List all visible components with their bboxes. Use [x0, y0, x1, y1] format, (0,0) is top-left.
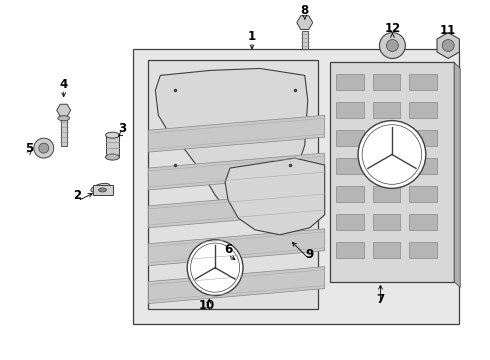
Polygon shape	[454, 62, 460, 288]
Circle shape	[379, 32, 405, 58]
Bar	[61, 118, 67, 146]
Text: 1: 1	[248, 30, 256, 43]
Bar	[372, 186, 400, 202]
Bar	[372, 214, 400, 230]
Bar	[409, 186, 437, 202]
Ellipse shape	[91, 183, 110, 193]
Polygon shape	[133, 49, 459, 324]
Text: 11: 11	[440, 24, 456, 37]
Bar	[409, 130, 437, 146]
Text: 4: 4	[60, 78, 68, 91]
Bar	[336, 75, 364, 90]
Text: 12: 12	[384, 22, 400, 35]
Polygon shape	[148, 60, 318, 310]
Ellipse shape	[58, 116, 70, 121]
Polygon shape	[148, 229, 325, 266]
Bar	[302, 31, 308, 49]
Ellipse shape	[98, 188, 106, 192]
Circle shape	[358, 121, 426, 188]
Bar	[336, 214, 364, 230]
Circle shape	[387, 40, 398, 51]
Bar	[372, 75, 400, 90]
Text: 6: 6	[224, 243, 232, 256]
Bar	[330, 62, 454, 282]
Circle shape	[442, 40, 454, 51]
Polygon shape	[437, 32, 460, 58]
Bar	[336, 102, 364, 118]
Polygon shape	[155, 68, 308, 220]
Bar	[409, 102, 437, 118]
Bar	[372, 102, 400, 118]
Circle shape	[34, 138, 54, 158]
Bar	[336, 242, 364, 258]
Polygon shape	[148, 191, 325, 228]
Ellipse shape	[105, 132, 120, 138]
Bar	[409, 158, 437, 174]
Text: 10: 10	[199, 299, 215, 312]
Text: 5: 5	[24, 141, 33, 155]
Bar	[336, 130, 364, 146]
Polygon shape	[148, 153, 325, 190]
Bar	[336, 158, 364, 174]
Polygon shape	[225, 158, 325, 235]
Bar	[409, 214, 437, 230]
Text: 7: 7	[376, 293, 385, 306]
Polygon shape	[148, 267, 325, 303]
Bar	[372, 242, 400, 258]
Bar	[372, 158, 400, 174]
Bar	[409, 75, 437, 90]
Bar	[372, 130, 400, 146]
Circle shape	[39, 143, 49, 153]
Bar	[409, 242, 437, 258]
Text: 8: 8	[301, 4, 309, 17]
Circle shape	[187, 240, 243, 296]
Bar	[105, 135, 120, 157]
Polygon shape	[297, 16, 313, 30]
Ellipse shape	[105, 154, 120, 160]
Polygon shape	[57, 104, 71, 116]
Text: 3: 3	[119, 122, 126, 135]
Bar	[336, 186, 364, 202]
Polygon shape	[148, 115, 325, 152]
Text: 2: 2	[74, 189, 82, 202]
Bar	[93, 185, 113, 195]
Text: 9: 9	[306, 248, 314, 261]
